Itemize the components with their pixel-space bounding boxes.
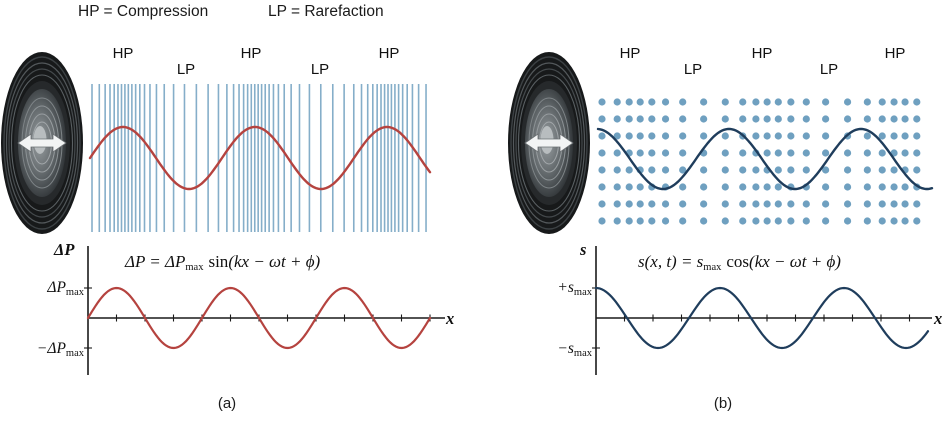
legend-rarefaction: LP = Rarefaction (268, 3, 384, 20)
molecule-dots-medium (596, 98, 934, 225)
equation-args: (kx − ωt + ϕ) (228, 252, 321, 271)
region-label-hp-1b: HP (619, 45, 641, 62)
equation-subscript: max (703, 262, 722, 273)
region-label-hp-1a: HP (112, 45, 134, 62)
displacement-equation: s(x, t) = smax cos(kx − ωt + ϕ) (638, 252, 841, 273)
region-label-lp-1a: LP (176, 61, 196, 78)
y-minus-label-pressure: −ΔPmax (36, 340, 84, 359)
equation-function: cos (726, 252, 750, 271)
equation-lhs: ΔP = ΔP (125, 252, 186, 271)
y-minus-label-displacement: −smax (557, 340, 592, 359)
equation-lhs: s(x, t) = s (638, 252, 704, 271)
equation-function: sin (208, 252, 229, 271)
caption-a: (a) (217, 395, 237, 412)
region-label-hp-3a: HP (378, 45, 400, 62)
displacement-graph (592, 246, 932, 375)
y-plus-label-pressure: ΔPmax (47, 279, 84, 298)
region-label-hp-3b: HP (884, 45, 906, 62)
region-label-lp-2a: LP (310, 61, 330, 78)
pressure-equation: ΔP = ΔPmax sin(kx − ωt + ϕ) (125, 252, 321, 273)
region-label-lp-1b: LP (683, 61, 703, 78)
speaker-icon (507, 51, 591, 235)
speaker-icon (0, 51, 84, 235)
region-label-hp-2b: HP (751, 45, 773, 62)
region-label-hp-2a: HP (240, 45, 262, 62)
y-axis-label-pressure: ΔP (54, 240, 75, 259)
y-axis-label-displacement: s (580, 240, 587, 259)
equation-args: (kx − ωt + ϕ) (749, 252, 841, 271)
y-plus-label-displacement: +smax (557, 279, 592, 298)
pressure-graph (84, 246, 445, 375)
region-label-lp-2b: LP (819, 61, 839, 78)
x-axis-label-displacement: x (934, 309, 943, 328)
legend-compression: HP = Compression (78, 3, 209, 20)
caption-b: (b) (713, 395, 733, 412)
equation-subscript: max (185, 262, 204, 273)
compression-lines-medium (88, 84, 432, 232)
x-axis-label-pressure: x (446, 309, 455, 328)
